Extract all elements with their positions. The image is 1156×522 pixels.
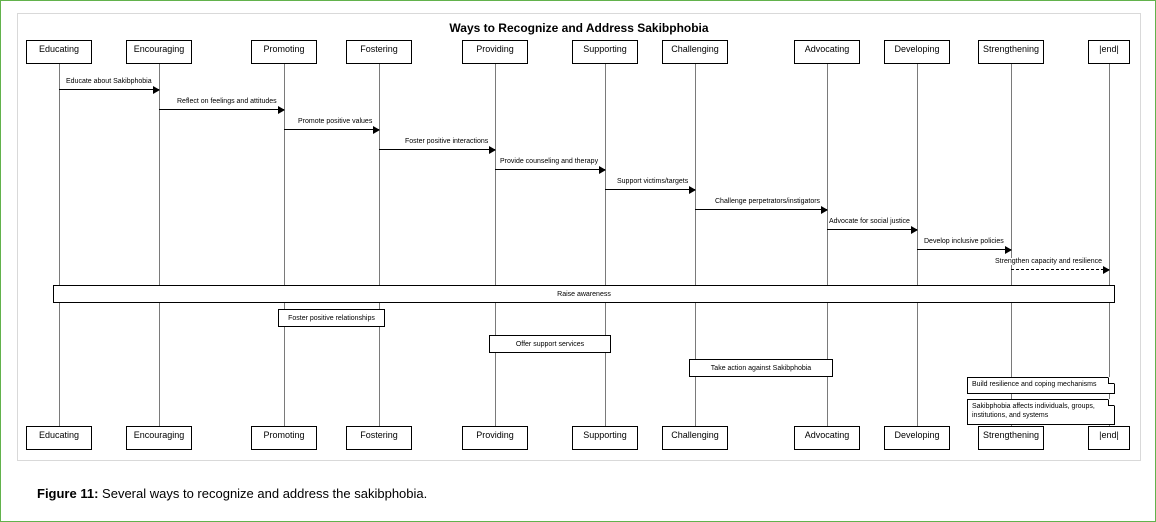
participant-advocating-bottom: Advocating bbox=[794, 426, 860, 450]
arrowhead-icon bbox=[689, 186, 696, 194]
arrowhead-icon bbox=[153, 86, 160, 94]
message-arrow-6 bbox=[695, 209, 827, 210]
arrowhead-icon bbox=[821, 206, 828, 214]
participant-educating-bottom: Educating bbox=[26, 426, 92, 450]
message-arrow-2 bbox=[284, 129, 379, 130]
participant-fostering-top: Fostering bbox=[346, 40, 412, 64]
message-label-9: Strengthen capacity and resilience bbox=[994, 258, 1103, 265]
participant-end-bottom: |end| bbox=[1088, 426, 1130, 450]
figure-label: Figure 11: bbox=[37, 486, 98, 501]
arrowhead-icon bbox=[599, 166, 606, 174]
message-label-6: Challenge perpetrators/instigators bbox=[714, 198, 821, 205]
participant-end-top: |end| bbox=[1088, 40, 1130, 64]
participant-strengthening-bottom: Strengthening bbox=[978, 426, 1044, 450]
participant-providing-bottom: Providing bbox=[462, 426, 528, 450]
participant-promoting-bottom: Promoting bbox=[251, 426, 317, 450]
participant-developing-bottom: Developing bbox=[884, 426, 950, 450]
participant-challenging-bottom: Challenging bbox=[662, 426, 728, 450]
span-box-take-action: Take action against Sakibphobia bbox=[689, 359, 833, 377]
diagram-title: Ways to Recognize and Address Sakibphobi… bbox=[1, 21, 1156, 35]
figure-caption-text: Several ways to recognize and address th… bbox=[102, 486, 427, 501]
lifeline-promoting bbox=[284, 64, 285, 426]
message-label-1: Reflect on feelings and attitudes bbox=[176, 98, 278, 105]
participant-encouraging-bottom: Encouraging bbox=[126, 426, 192, 450]
arrowhead-icon bbox=[1103, 266, 1110, 274]
lifeline-providing bbox=[495, 64, 496, 426]
arrowhead-icon bbox=[911, 226, 918, 234]
arrowhead-icon bbox=[278, 106, 285, 114]
message-arrow-5 bbox=[605, 189, 695, 190]
message-label-0: Educate about Sakibphobia bbox=[65, 78, 153, 85]
message-label-2: Promote positive values bbox=[297, 118, 373, 125]
message-arrow-3 bbox=[379, 149, 495, 150]
lifeline-encouraging bbox=[159, 64, 160, 426]
participant-advocating-top: Advocating bbox=[794, 40, 860, 64]
participant-developing-top: Developing bbox=[884, 40, 950, 64]
message-label-5: Support victims/targets bbox=[616, 178, 689, 185]
participant-strengthening-top: Strengthening bbox=[978, 40, 1044, 64]
participant-encouraging-top: Encouraging bbox=[126, 40, 192, 64]
lifeline-fostering bbox=[379, 64, 380, 426]
message-label-4: Provide counseling and therapy bbox=[499, 158, 599, 165]
lifeline-strengthening bbox=[1011, 64, 1012, 426]
message-arrow-7 bbox=[827, 229, 917, 230]
participant-fostering-bottom: Fostering bbox=[346, 426, 412, 450]
participant-supporting-bottom: Supporting bbox=[572, 426, 638, 450]
message-arrow-1 bbox=[159, 109, 284, 110]
span-box-offer-support: Offer support services bbox=[489, 335, 611, 353]
lifeline-educating bbox=[59, 64, 60, 426]
participant-supporting-top: Supporting bbox=[572, 40, 638, 64]
message-label-7: Advocate for social justice bbox=[828, 218, 911, 225]
note-resilience: Build resilience and coping mechanisms bbox=[967, 377, 1115, 394]
message-arrow-9 bbox=[1011, 269, 1109, 270]
lifeline-end bbox=[1109, 64, 1110, 426]
message-label-3: Foster positive interactions bbox=[404, 138, 489, 145]
participant-educating-top: Educating bbox=[26, 40, 92, 64]
message-arrow-4 bbox=[495, 169, 605, 170]
figure-caption: Figure 11: Several ways to recognize and… bbox=[37, 486, 427, 501]
participant-providing-top: Providing bbox=[462, 40, 528, 64]
arrowhead-icon bbox=[489, 146, 496, 154]
note-affects: Sakibphobia affects individuals, groups,… bbox=[967, 399, 1115, 425]
participant-challenging-top: Challenging bbox=[662, 40, 728, 64]
message-label-8: Develop inclusive policies bbox=[923, 238, 1005, 245]
arrowhead-icon bbox=[373, 126, 380, 134]
span-box-raise-awareness: Raise awareness bbox=[53, 285, 1115, 303]
message-arrow-8 bbox=[917, 249, 1011, 250]
participant-promoting-top: Promoting bbox=[251, 40, 317, 64]
diagram-frame bbox=[17, 13, 1141, 461]
message-arrow-0 bbox=[59, 89, 159, 90]
arrowhead-icon bbox=[1005, 246, 1012, 254]
lifeline-developing bbox=[917, 64, 918, 426]
lifeline-supporting bbox=[605, 64, 606, 426]
figure-canvas: Ways to Recognize and Address Sakibphobi… bbox=[0, 0, 1156, 522]
span-box-foster-rel: Foster positive relationships bbox=[278, 309, 385, 327]
